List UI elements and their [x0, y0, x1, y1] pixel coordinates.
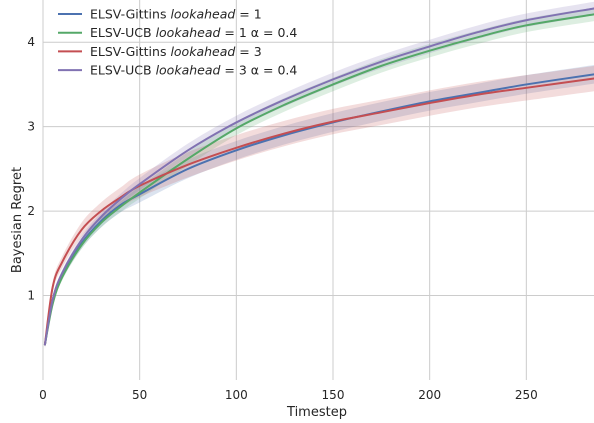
- legend-label: ELSV-UCB lookahead = 3 α = 0.4: [90, 63, 297, 78]
- x-axis-title: Timestep: [286, 405, 347, 420]
- legend-label-italic: lookahead: [156, 25, 221, 40]
- legend-label-suffix: = 1 α = 0.4: [220, 25, 297, 40]
- legend-label: ELSV-UCB lookahead = 1 α = 0.4: [90, 25, 297, 40]
- legend-label-name: ELSV-UCB: [90, 63, 156, 78]
- y-tick-label: 1: [27, 289, 35, 303]
- y-tick-label: 2: [27, 204, 35, 218]
- legend-label-italic: lookahead: [170, 44, 235, 59]
- y-tick-label: 4: [27, 35, 35, 49]
- x-tick-label: 100: [225, 388, 248, 402]
- legend-label-name: ELSV-Gittins: [90, 7, 170, 22]
- x-tick-label: 250: [515, 388, 538, 402]
- confidence-band: [44, 65, 594, 350]
- legend-label-italic: lookahead: [156, 63, 221, 78]
- series-line: [43, 77, 594, 346]
- y-axis-ticks: 1 2 3 4: [27, 35, 35, 302]
- legend-label: ELSV-Gittins lookahead = 3: [90, 44, 262, 59]
- legend-label: ELSV-Gittins lookahead = 1: [90, 7, 262, 22]
- y-axis-title: Bayesian Regret: [10, 167, 25, 273]
- legend-label-suffix: = 1: [235, 7, 261, 22]
- series-line: [43, 7, 594, 346]
- x-tick-label: 200: [418, 388, 441, 402]
- legend: ELSV-Gittins lookahead = 1 ELSV-UCB looka…: [58, 7, 297, 78]
- legend-label-suffix: = 3 α = 0.4: [220, 63, 297, 78]
- series-lines: [43, 7, 594, 346]
- x-tick-label: 150: [322, 388, 345, 402]
- legend-label-name: ELSV-UCB: [90, 25, 156, 40]
- series-line: [43, 13, 594, 346]
- x-axis-ticks: 0 50 100 150 200 250: [39, 388, 538, 402]
- x-tick-label: 0: [39, 388, 47, 402]
- confidence-band: [44, 65, 594, 348]
- legend-label-name: ELSV-Gittins: [90, 44, 170, 59]
- legend-label-italic: lookahead: [170, 7, 235, 22]
- legend-label-suffix: = 3: [235, 44, 261, 59]
- x-tick-label: 50: [132, 388, 147, 402]
- confidence-band: [44, 7, 594, 347]
- y-tick-label: 3: [27, 120, 35, 134]
